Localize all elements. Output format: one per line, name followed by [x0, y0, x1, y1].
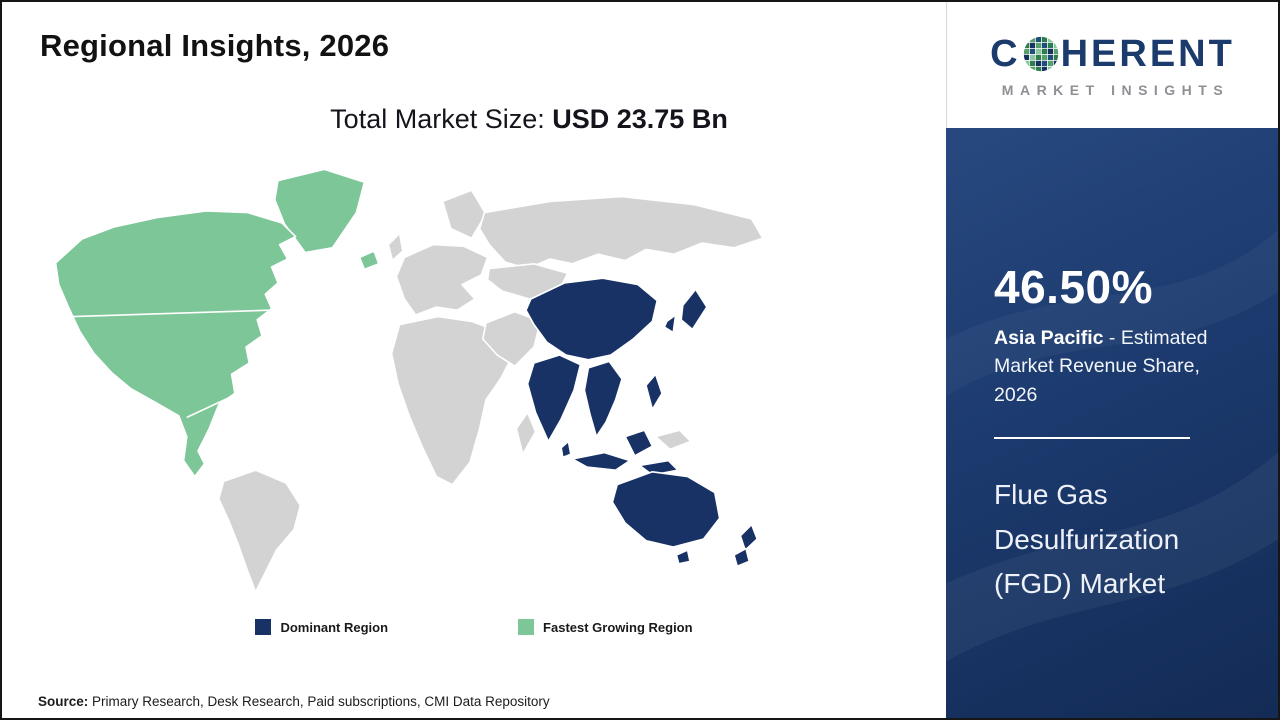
market-share-value: 46.50%: [994, 261, 1154, 313]
region-middle-east: [482, 311, 542, 368]
region-iceland: [358, 250, 380, 271]
page-title: Regional Insights, 2026: [40, 28, 390, 63]
logo-tagline: MARKET INSIGHTS: [1001, 81, 1230, 98]
region-madagascar: [515, 411, 537, 455]
legend-item-dominant: Dominant Region: [255, 619, 388, 635]
region-europe: [395, 243, 489, 316]
region-japan: [680, 288, 708, 331]
world-map-container: [38, 163, 838, 611]
us-canada-border: [73, 309, 271, 318]
main-content: Regional Insights, 2026 Total Market Siz…: [2, 2, 946, 718]
dominant-region-swatch: [255, 619, 272, 635]
region-new-zealand-south: [733, 547, 750, 567]
region-south-america: [218, 469, 302, 593]
region-sri-lanka: [560, 440, 572, 459]
region-new-guinea: [654, 429, 692, 451]
total-market-size: Total Market Size: USD 23.75 Bn: [2, 104, 946, 135]
source-line: Source: Primary Research, Desk Research,…: [38, 694, 550, 709]
us-mexico-border: [186, 394, 236, 419]
legend-item-fastest: Fastest Growing Region: [518, 619, 693, 635]
logo-word-end: HERENT: [1060, 32, 1235, 75]
total-market-size-value: USD 23.75 Bn: [552, 104, 728, 134]
region-tasmania: [675, 549, 691, 565]
logo-word-start: C: [990, 32, 1021, 75]
logo-area: C HERENT MARKET INSIGHTS: [946, 2, 1278, 128]
region-uk: [387, 232, 404, 262]
region-china-east-asia: [525, 277, 658, 361]
coherent-logo: C HERENT: [990, 33, 1235, 76]
region-lesser-sunda: [638, 459, 679, 476]
market-share-region: Asia Pacific: [994, 327, 1104, 349]
sidebar-divider: [994, 436, 1190, 439]
region-new-zealand-north: [739, 523, 758, 551]
region-philippines: [645, 373, 663, 411]
region-india: [526, 354, 582, 443]
source-label: Source:: [38, 694, 89, 709]
market-share-description: Asia Pacific - Estimated Market Revenue …: [994, 324, 1248, 409]
sidebar-swirl-decoration: [946, 229, 1278, 662]
mosaic-globe-icon: [1023, 36, 1058, 72]
market-share-desc-text: - Estimated Market Revenue Share, 2026: [994, 327, 1208, 406]
region-australia: [611, 471, 721, 548]
region-russia: [478, 195, 764, 270]
total-market-size-label: Total Market Size:: [330, 104, 553, 134]
region-borneo: [624, 429, 654, 457]
market-name: Flue Gas Desulfurization (FGD) Market: [994, 478, 1180, 600]
dominant-region-label: Dominant Region: [280, 619, 389, 635]
world-map: [54, 168, 764, 593]
map-legend: Dominant Region Fastest Growing Region: [2, 619, 946, 635]
fastest-growing-region-label: Fastest Growing Region: [543, 619, 693, 635]
region-scandinavia: [442, 189, 487, 239]
source-text: Primary Research, Desk Research, Paid su…: [88, 694, 550, 709]
highlight-sidebar: 46.50% Asia Pacific - Estimated Market R…: [946, 128, 1278, 718]
fastest-growing-region-swatch: [518, 619, 535, 635]
region-indochina: [583, 360, 623, 438]
region-north-america: [54, 210, 297, 478]
region-sumatra-java: [571, 451, 631, 472]
region-korea: [663, 314, 677, 334]
region-greenland: [274, 168, 366, 254]
